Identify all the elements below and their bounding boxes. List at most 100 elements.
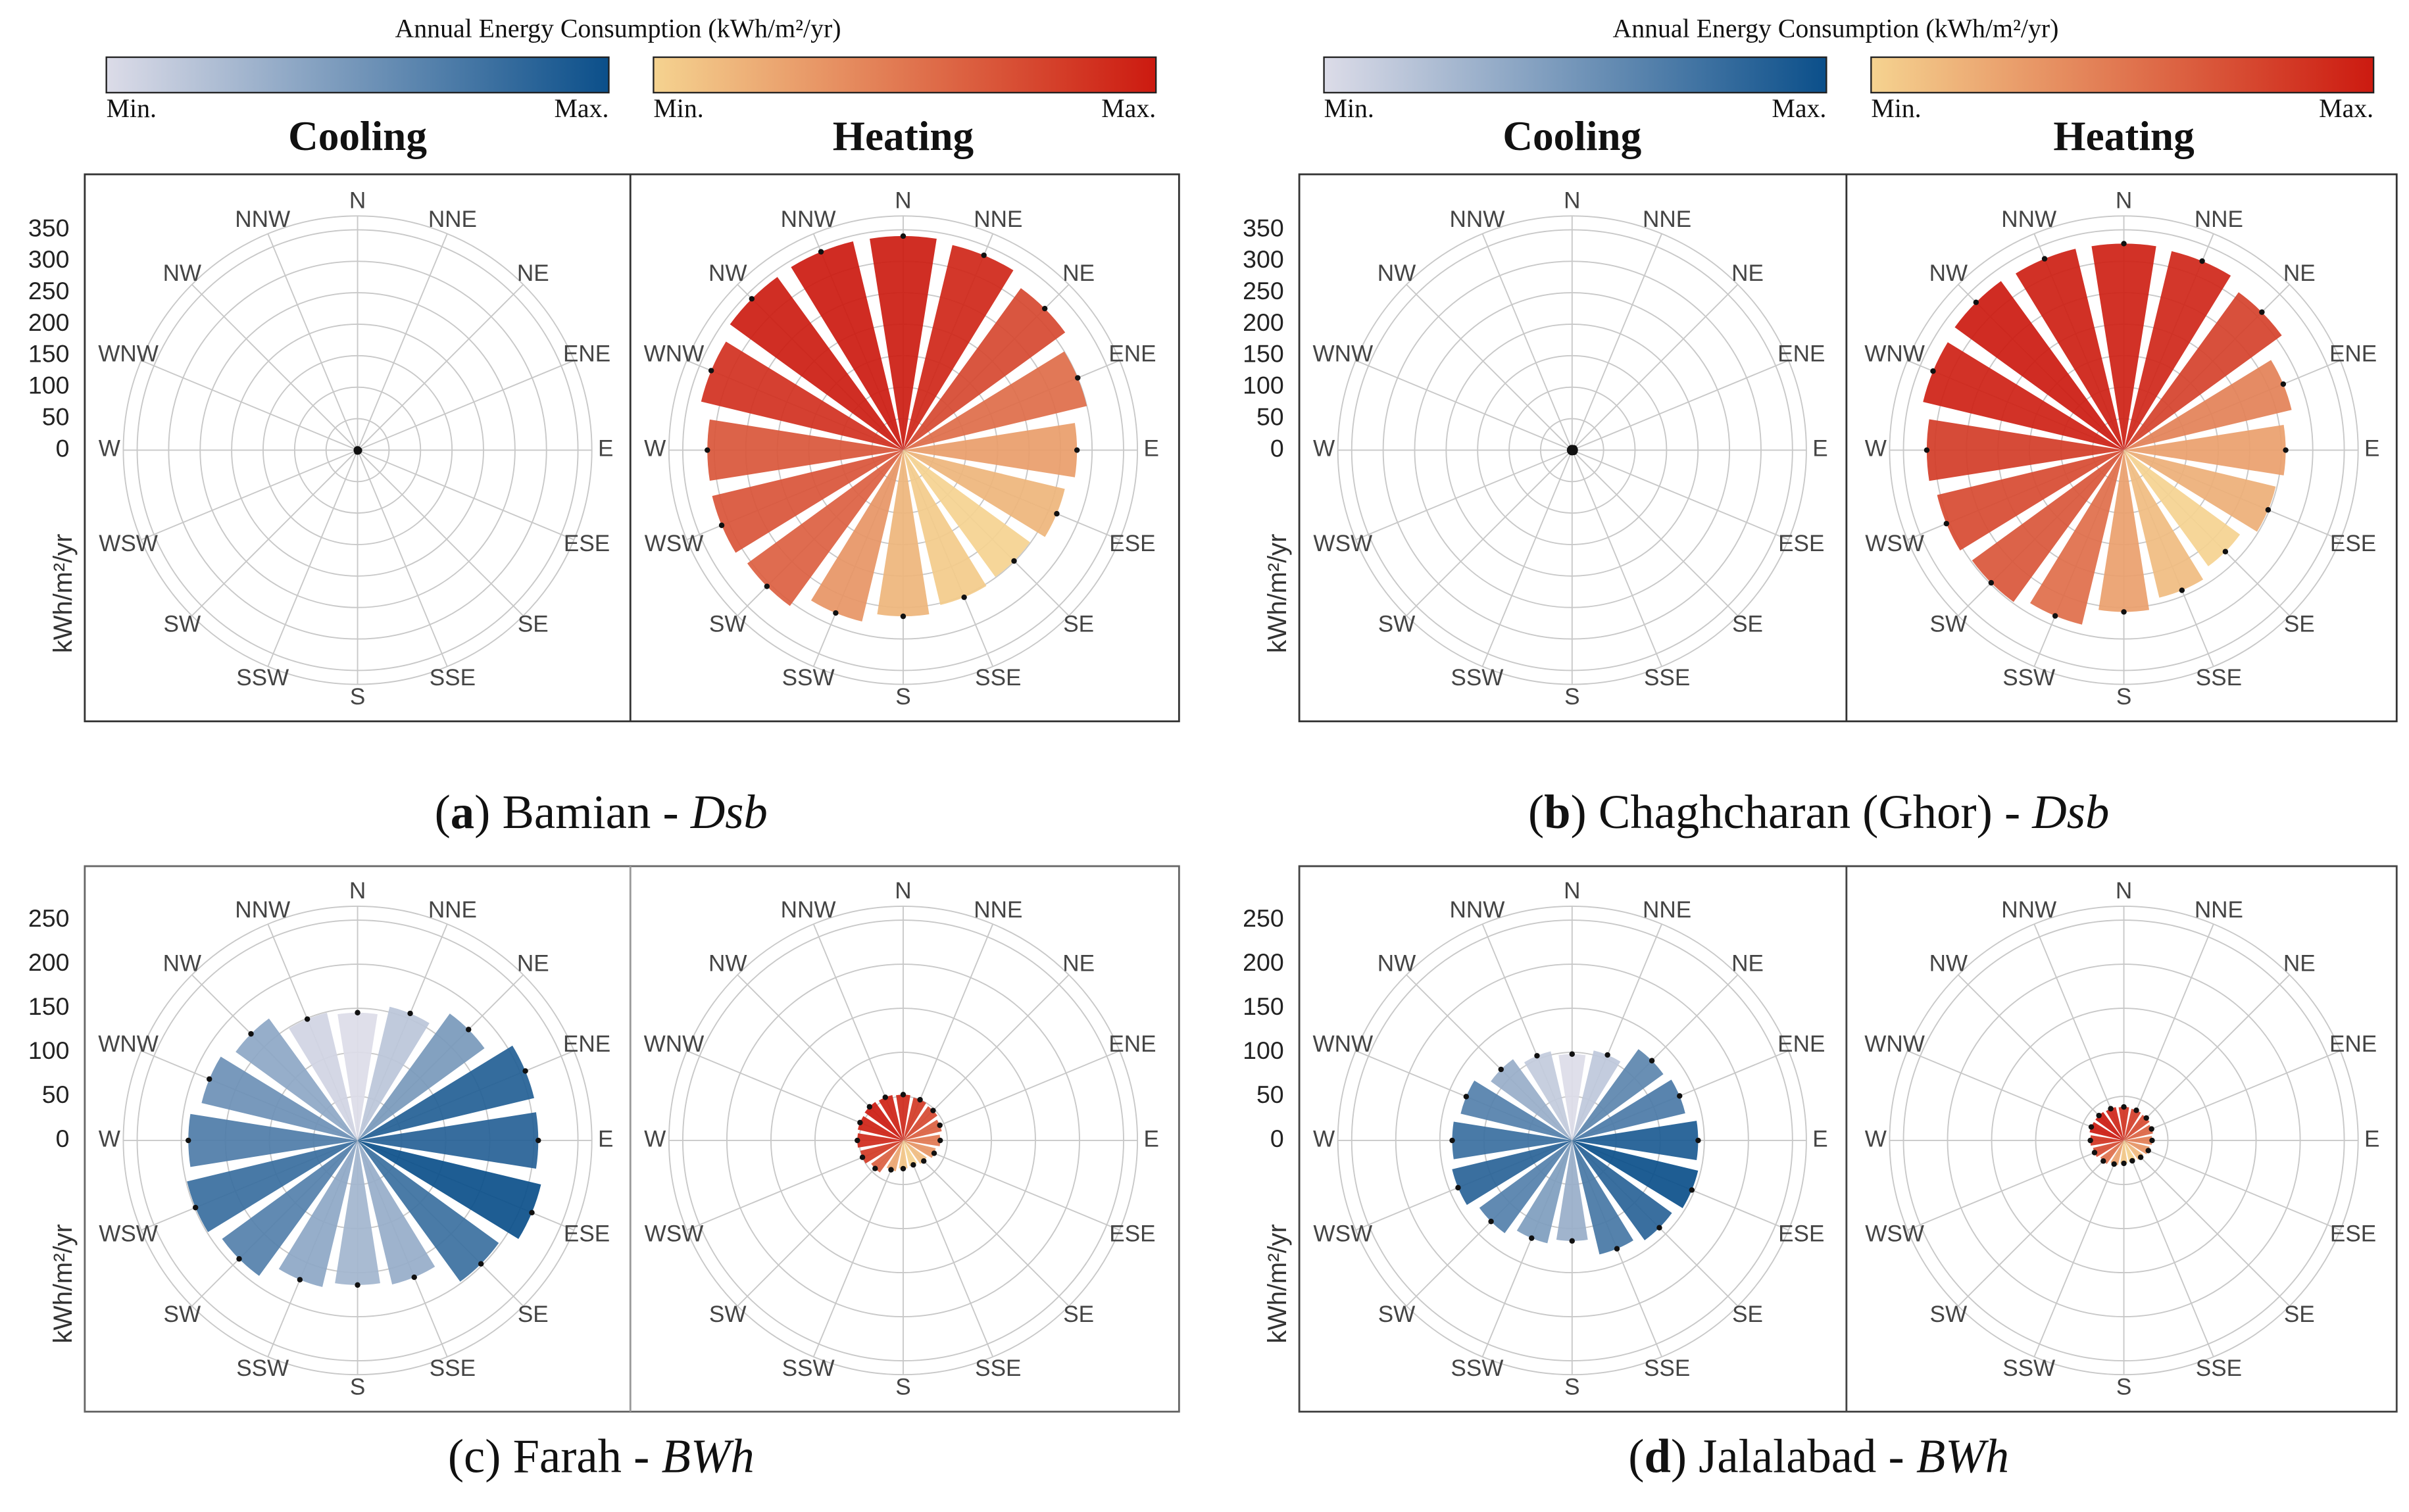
y-tick-label: 100 — [1243, 372, 1284, 399]
bar — [201, 1056, 358, 1141]
direction-label: E — [2364, 1126, 2379, 1152]
y-tick-label: 200 — [1243, 948, 1284, 976]
direction-label: SSE — [2196, 1355, 2242, 1381]
direction-label: E — [1143, 436, 1158, 462]
bar — [903, 245, 1014, 451]
bar — [1572, 1121, 1699, 1161]
direction-label: S — [350, 1375, 365, 1400]
bar — [791, 241, 903, 451]
bar — [2123, 360, 2292, 451]
spoke — [1572, 360, 1789, 451]
bar-tip-dot — [900, 613, 906, 620]
spoke — [191, 449, 359, 616]
direction-label: WSW — [99, 1221, 159, 1247]
direction-label: N — [1564, 878, 1580, 904]
y-tick-label: 150 — [28, 340, 70, 368]
direction-label: S — [895, 1375, 910, 1400]
direction-label: SW — [164, 611, 201, 637]
bar-tip-dot — [1488, 1219, 1494, 1225]
bar — [903, 1140, 936, 1158]
caption-part: ) Bamian - — [474, 785, 691, 839]
caption-part: ( — [1628, 1429, 1644, 1482]
direction-label: NW — [1929, 951, 1968, 977]
bar-tip-dot — [855, 1137, 860, 1144]
direction-label: NNE — [428, 207, 477, 232]
spoke — [141, 360, 358, 451]
caption-part: Dsb — [2031, 785, 2109, 839]
bar-tip-dot — [1943, 520, 1950, 527]
colorbar-max: Max. — [1101, 94, 1156, 123]
direction-label: W — [1313, 1126, 1335, 1152]
colorbar-max: Max. — [2319, 94, 2373, 123]
direction-label: S — [1564, 1375, 1579, 1400]
bar — [2093, 1140, 2124, 1158]
bar-tip-dot — [1930, 368, 1936, 374]
bar — [2110, 1140, 2124, 1165]
direction-label: E — [2364, 436, 2379, 462]
bar — [878, 1094, 903, 1141]
direction-label: SSE — [975, 665, 1021, 691]
bar — [337, 1012, 378, 1141]
colorbar-min: Min. — [1324, 94, 1374, 123]
direction-label: WSW — [645, 531, 705, 556]
bar-tip-dot — [930, 1108, 936, 1113]
bar-tip-dot — [304, 1016, 310, 1022]
direction-label: NE — [2283, 260, 2316, 286]
y-tick-label: 150 — [1243, 992, 1284, 1020]
bar-tip-dot — [1973, 299, 1979, 305]
bar-tip-dot — [2283, 447, 2289, 453]
bar — [2120, 1140, 2128, 1163]
direction-label: SW — [1378, 1302, 1416, 1327]
spoke — [357, 450, 448, 667]
direction-label: ESE — [1778, 1221, 1824, 1247]
direction-label: WSW — [1313, 1221, 1373, 1247]
chart-title: Cooling — [288, 113, 427, 159]
bar — [857, 1115, 903, 1141]
direction-label: N — [1564, 187, 1580, 213]
bar — [2123, 1140, 2136, 1162]
caption-part: c — [464, 1429, 485, 1482]
chart-title: Heating — [833, 113, 974, 159]
spoke — [191, 283, 359, 451]
bar-tip-dot — [1677, 1093, 1683, 1099]
caption-part: a — [451, 785, 474, 839]
bar-tip-dot — [354, 446, 360, 452]
direction-label: NNW — [1449, 207, 1505, 232]
panel-frame — [84, 173, 1180, 723]
direction-label: SSW — [1451, 665, 1504, 691]
colorbar-min: Min. — [107, 94, 157, 123]
panel-frame — [1298, 865, 2398, 1413]
bar-tip-dot — [1695, 1137, 1701, 1144]
bar — [2091, 243, 2156, 451]
y-tick-label: 200 — [28, 948, 70, 976]
direction-label: W — [644, 436, 666, 462]
spoke — [1572, 449, 1789, 541]
direction-label: SSE — [1644, 1355, 1690, 1381]
y-tick-label: 100 — [28, 372, 70, 399]
direction-label: NNE — [974, 207, 1022, 232]
bar-tip-dot — [297, 1277, 303, 1283]
panel-frame — [1298, 173, 2398, 723]
y-tick-label: 250 — [1243, 277, 1284, 305]
bar — [903, 288, 1066, 451]
bar — [903, 1140, 917, 1167]
direction-label: ENE — [1108, 341, 1156, 366]
y-tick-label: 50 — [1256, 1081, 1284, 1108]
bar — [2118, 1107, 2129, 1141]
bar — [1556, 1140, 1588, 1241]
bar-tip-dot — [1534, 1053, 1540, 1059]
bar-tip-dot — [857, 1119, 863, 1126]
caption: (a) Bamian - Dsb — [435, 785, 768, 839]
bar — [2123, 450, 2241, 566]
y-tick-label: 0 — [1270, 1125, 1284, 1152]
bar-tip-dot — [1054, 510, 1060, 517]
direction-label: WNW — [644, 1031, 705, 1057]
bar — [1572, 1050, 1621, 1141]
spoke — [812, 1140, 904, 1357]
bar — [2089, 1122, 2124, 1141]
bar-tip-dot — [2108, 1106, 2114, 1111]
direction-label: WSW — [645, 1221, 705, 1247]
colorbar-max: Max. — [555, 94, 609, 123]
bar-tip-dot — [535, 1137, 541, 1144]
direction-label: SSW — [1451, 1355, 1504, 1381]
